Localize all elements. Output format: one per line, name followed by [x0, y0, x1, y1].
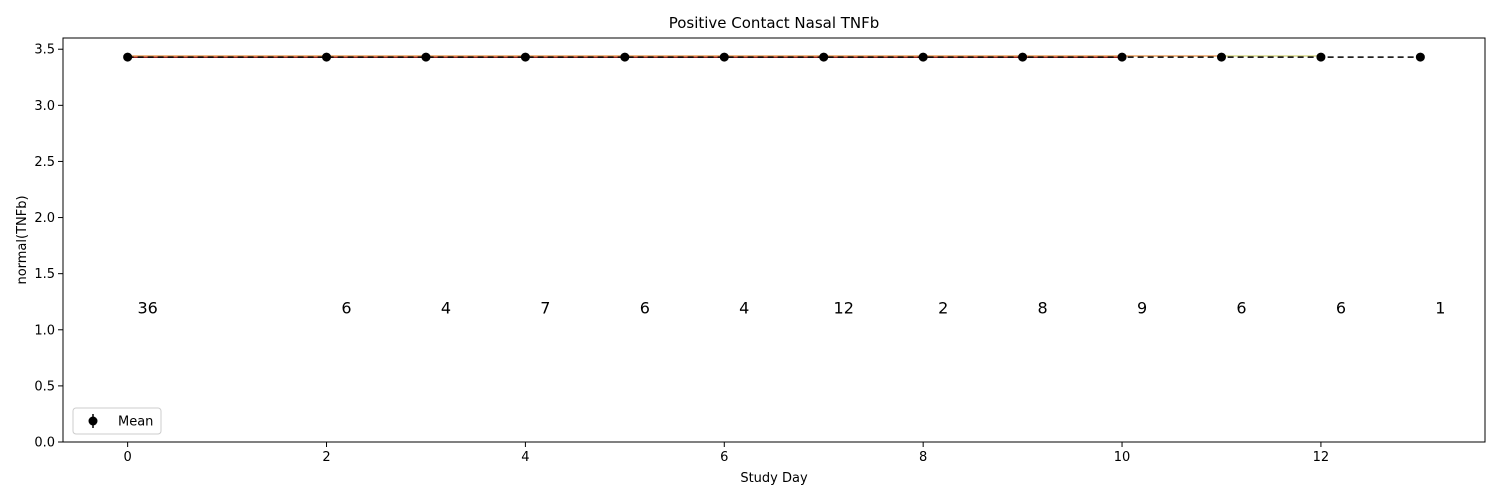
- counts-layer: 36 6 4 7 6 4 12 2 8 9 6 6 1: [137, 298, 1445, 317]
- count-label-day-7: 12: [834, 298, 854, 317]
- x-tick-label-2: 2: [322, 450, 330, 465]
- data-point-day-10: [1117, 52, 1127, 62]
- x-axis-label: Study Day: [740, 471, 808, 486]
- count-label-day-8: 2: [938, 298, 948, 317]
- data-point-day-5: [620, 52, 630, 62]
- y-axis-label: normal(TNFb): [15, 195, 30, 284]
- data-point-day-4: [520, 52, 530, 62]
- y-tick-label-0: 0.0: [34, 436, 55, 451]
- data-point-day-11: [1216, 52, 1226, 62]
- plot-area: [62, 37, 1486, 443]
- y-tick-label-1: 0.5: [34, 379, 55, 394]
- count-label-day-12: 6: [1336, 298, 1346, 317]
- data-point-day-2: [322, 52, 332, 62]
- chart-title: Positive Contact Nasal TNFb: [669, 14, 880, 32]
- count-label-day-3: 4: [441, 298, 451, 317]
- data-point-day-9: [1018, 52, 1028, 62]
- data-point-day-6: [719, 52, 729, 62]
- data-point-day-0: [123, 52, 133, 62]
- x-tick-label-6: 6: [720, 450, 728, 465]
- y-tick-label-3: 1.5: [34, 267, 55, 282]
- count-label-day-9: 8: [1038, 298, 1048, 317]
- x-tick-label-12: 12: [1313, 450, 1330, 465]
- count-label-day-6: 4: [739, 298, 749, 317]
- x-tick-label-0: 0: [123, 450, 131, 465]
- y-axis: 0.0 0.5 1.0 1.5 2.0 2.5 3.0 3.5: [34, 43, 63, 451]
- legend-box: [72, 407, 162, 435]
- y-tick-label-6: 3.0: [34, 99, 55, 114]
- count-label-day-11: 6: [1236, 298, 1246, 317]
- y-tick-label-4: 2.0: [34, 211, 55, 226]
- x-axis: 0 2 4 6 8 10 12: [123, 442, 1329, 465]
- x-tick-label-8: 8: [919, 450, 927, 465]
- data-point-day-12: [1316, 52, 1326, 62]
- count-label-day-10: 9: [1137, 298, 1147, 317]
- count-label-day-13: 1: [1435, 298, 1445, 317]
- y-tick-label-5: 2.5: [34, 155, 55, 170]
- y-tick-label-7: 3.5: [34, 43, 55, 58]
- count-label-day-2: 6: [341, 298, 351, 317]
- count-label-day-5: 6: [640, 298, 650, 317]
- legend-entry-mean: Mean: [118, 415, 153, 430]
- series-layer: [123, 52, 1425, 62]
- data-point-day-8: [918, 52, 928, 62]
- count-label-day-0: 36: [137, 298, 157, 317]
- data-point-day-13: [1415, 52, 1425, 62]
- x-tick-label-4: 4: [521, 450, 529, 465]
- y-tick-label-2: 1.0: [34, 323, 55, 338]
- x-tick-label-10: 10: [1114, 450, 1131, 465]
- legend-marker: [88, 416, 98, 426]
- count-label-day-4: 7: [540, 298, 550, 317]
- legend: Mean: [72, 407, 162, 435]
- data-point-day-7: [819, 52, 829, 62]
- data-point-day-3: [421, 52, 431, 62]
